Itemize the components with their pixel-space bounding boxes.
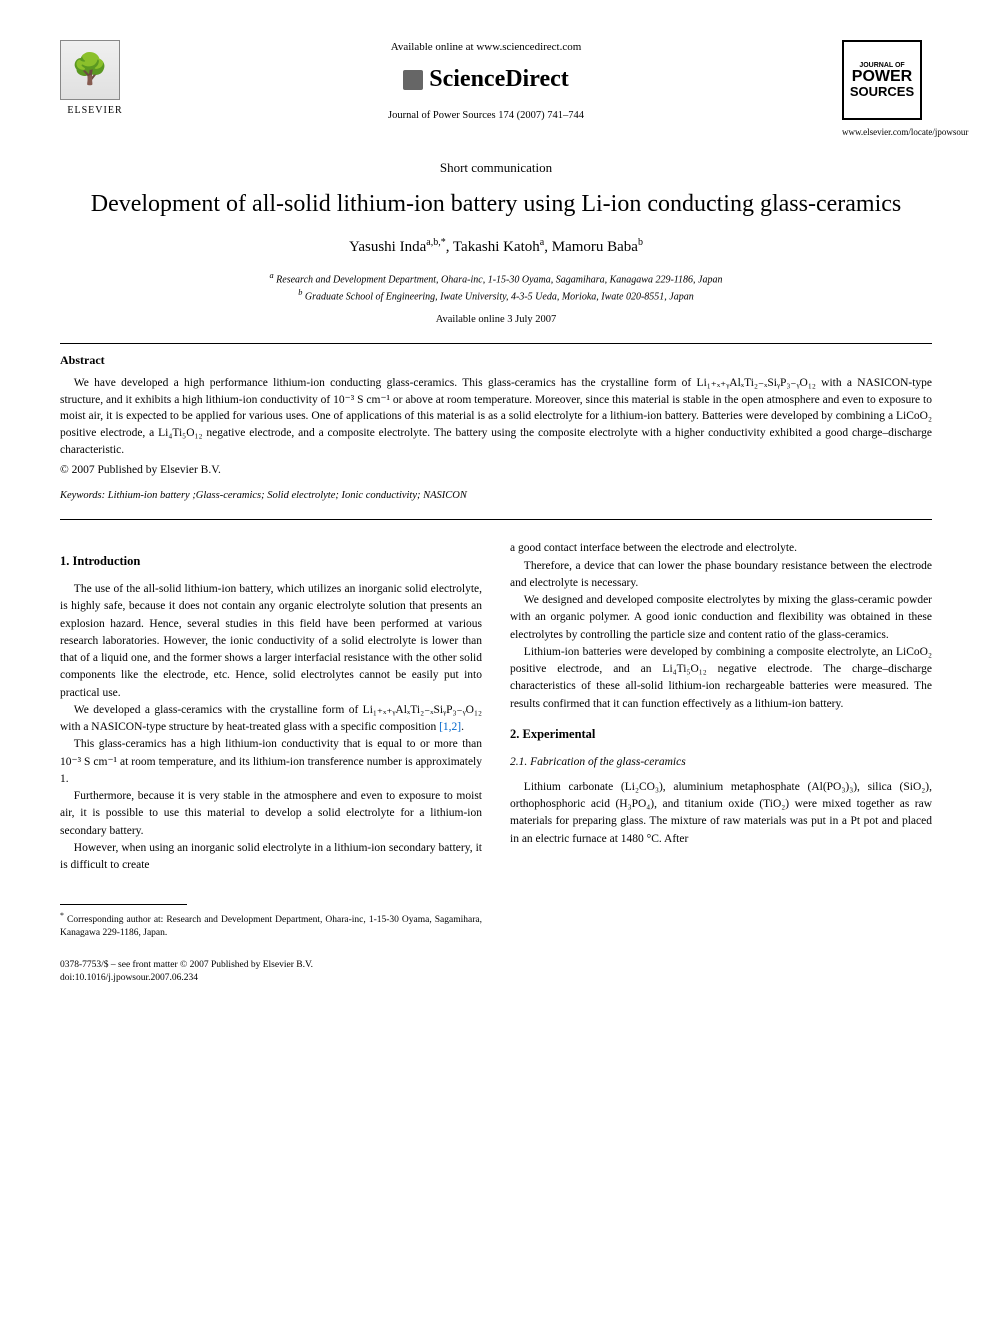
paragraph: Lithium carbonate (Li₂CO₃), aluminium me… [510, 779, 932, 848]
abstract-copyright: © 2007 Published by Elsevier B.V. [60, 462, 932, 478]
journal-citation: Journal of Power Sources 174 (2007) 741–… [130, 109, 842, 124]
abstract-text: We have developed a high performance lit… [60, 375, 932, 458]
footnote-marker: * [60, 911, 64, 920]
corresponding-footnote: * Corresponding author at: Research and … [60, 911, 482, 939]
page-footer: 0378-7753/$ – see front matter © 2007 Pu… [60, 959, 932, 986]
keywords-text: Lithium-ion battery ;Glass-ceramics; Sol… [108, 490, 467, 501]
article-title: Development of all-solid lithium-ion bat… [60, 189, 932, 220]
footer-line-2: doi:10.1016/j.jpowsour.2007.06.234 [60, 972, 932, 985]
paragraph: The use of the all-solid lithium-ion bat… [60, 581, 482, 702]
author-3: , Mamoru Baba [544, 239, 638, 255]
paragraph: We designed and developed composite elec… [510, 592, 932, 644]
author-2: , Takashi Katoh [446, 239, 540, 255]
author-1: Yasushi Inda [349, 239, 426, 255]
keywords-line: Keywords: Lithium-ion battery ;Glass-cer… [60, 489, 932, 504]
footnote-rule [60, 904, 187, 905]
page-header: 🌳 ELSEVIER Available online at www.scien… [60, 40, 932, 139]
paragraph: This glass-ceramics has a high lithium-i… [60, 736, 482, 788]
power-text: POWER [852, 69, 912, 85]
elsevier-logo: 🌳 ELSEVIER [60, 40, 130, 118]
author-1-affiliation: a,b, [426, 237, 440, 248]
section-2-title: 2. Experimental [510, 725, 932, 744]
sources-text: SOURCES [850, 85, 914, 98]
elsevier-label: ELSEVIER [60, 104, 130, 118]
sciencedirect-icon [403, 70, 423, 90]
sciencedirect-logo: ScienceDirect [130, 63, 842, 97]
sciencedirect-text: ScienceDirect [429, 63, 569, 97]
paragraph: However, when using an inorganic solid e… [60, 840, 482, 875]
paragraph: We developed a glass-ceramics with the c… [60, 702, 482, 737]
author-3-affiliation: b [638, 237, 643, 248]
affiliation-b: b Graduate School of Engineering, Iwate … [60, 287, 932, 304]
section-2-1-title: 2.1. Fabrication of the glass-ceramics [510, 754, 932, 771]
rule-bottom [60, 519, 932, 520]
journal-url: www.elsevier.com/locate/jpowsour [842, 126, 932, 139]
rule-top [60, 343, 932, 344]
left-column: 1. Introduction The use of the all-solid… [60, 540, 482, 939]
journal-logo: JOURNAL OF POWER SOURCES www.elsevier.co… [842, 40, 932, 139]
abstract-label: Abstract [60, 352, 932, 369]
body-columns: 1. Introduction The use of the all-solid… [60, 540, 932, 939]
publication-date: Available online 3 July 2007 [60, 313, 932, 328]
paragraph: Furthermore, because it is very stable i… [60, 788, 482, 840]
paragraph: Therefore, a device that can lower the p… [510, 558, 932, 593]
authors-line: Yasushi Indaa,b,*, Takashi Katoha, Mamor… [60, 236, 932, 258]
footer-line-1: 0378-7753/$ – see front matter © 2007 Pu… [60, 959, 932, 972]
right-column: a good contact interface between the ele… [510, 540, 932, 939]
paragraph-continuation: a good contact interface between the ele… [510, 540, 932, 557]
footnote-text: Corresponding author at: Research and De… [60, 915, 482, 937]
center-header: Available online at www.sciencedirect.co… [130, 40, 842, 124]
available-online-text: Available online at www.sciencedirect.co… [130, 40, 842, 55]
affiliations: a Research and Development Department, O… [60, 270, 932, 305]
reference-link[interactable]: [1,2] [439, 721, 461, 733]
affiliation-a: a Research and Development Department, O… [60, 270, 932, 287]
paragraph: Lithium-ion batteries were developed by … [510, 644, 932, 713]
section-1-title: 1. Introduction [60, 552, 482, 571]
keywords-label: Keywords: [60, 490, 105, 501]
article-type: Short communication [60, 159, 932, 177]
power-sources-logo: JOURNAL OF POWER SOURCES [842, 40, 922, 120]
elsevier-tree-icon: 🌳 [60, 40, 120, 100]
abstract-block: We have developed a high performance lit… [60, 375, 932, 458]
